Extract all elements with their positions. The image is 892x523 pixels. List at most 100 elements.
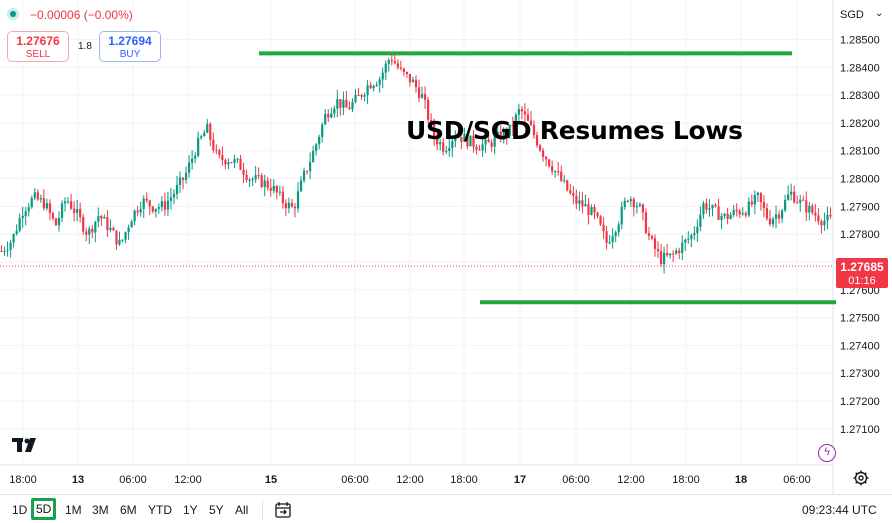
candle-body: [475, 146, 478, 150]
tradingview-logo-icon[interactable]: [12, 436, 42, 454]
price-chart[interactable]: 18:00 13 06:00 12:00 15 06:00 12:00 18:00 17 06:0…: [0, 0, 892, 494]
candle-body: [496, 131, 499, 137]
candle-body: [115, 230, 118, 245]
candle-body: [54, 218, 58, 226]
candle-body: [502, 130, 505, 140]
last-price: 1.27685: [840, 260, 884, 275]
calendar-goto-icon[interactable]: [273, 500, 293, 520]
candle-body: [230, 162, 233, 164]
candle-body: [511, 124, 514, 127]
buy-price: 1.27694: [108, 34, 152, 48]
candle-body: [48, 203, 52, 213]
candle-body: [466, 134, 469, 147]
candle-body: [336, 99, 339, 109]
sell-button[interactable]: 1.27676 SELL: [7, 31, 69, 62]
candle-body: [557, 171, 560, 173]
candle-body: [629, 199, 632, 202]
utc-clock[interactable]: 09:23:44 UTC: [802, 503, 877, 517]
candle-body: [9, 242, 12, 250]
candle-body: [187, 162, 191, 173]
candle-body: [275, 186, 278, 193]
buy-button[interactable]: 1.27694 BUY: [99, 31, 161, 62]
candle-body: [245, 174, 248, 180]
candle-body: [0, 250, 3, 252]
candle-body: [753, 195, 756, 205]
range-button-5d[interactable]: 5D: [31, 498, 57, 520]
range-button-all[interactable]: All: [235, 503, 249, 517]
candle-body: [169, 197, 173, 201]
x-tick-label: 06:00: [783, 474, 811, 486]
candle-body: [393, 61, 396, 64]
candle-body: [490, 142, 493, 147]
candle-body: [780, 210, 784, 219]
candle-body: [333, 108, 336, 114]
candle-body: [130, 221, 133, 228]
candle-body: [587, 204, 590, 215]
candle-body: [590, 206, 593, 215]
candle-body: [200, 136, 203, 138]
candle-body: [430, 119, 433, 123]
candle-body: [66, 201, 70, 203]
candles: [0, 52, 832, 274]
range-button-ytd[interactable]: YTD: [148, 503, 172, 517]
candle-body: [505, 130, 508, 136]
range-button-5y[interactable]: 5Y: [209, 503, 224, 517]
candle-body: [215, 150, 218, 152]
chevron-down-icon[interactable]: ⌄: [875, 8, 884, 19]
candle-body: [681, 242, 684, 253]
candle-body: [209, 123, 212, 140]
candle-body: [321, 124, 324, 137]
candle-body: [741, 213, 744, 215]
candle-body: [136, 210, 139, 213]
candle-body: [696, 226, 699, 234]
candle-body: [436, 138, 439, 145]
candle-body: [381, 72, 384, 80]
candle-body: [184, 172, 188, 180]
range-button-3m[interactable]: 3M: [92, 503, 109, 517]
candle-body: [517, 109, 520, 115]
candle-body: [103, 216, 106, 219]
candle-body: [678, 250, 681, 253]
candle-body: [566, 180, 569, 191]
candle-body: [641, 204, 645, 213]
candle-body: [605, 231, 608, 243]
candle-body: [408, 73, 412, 83]
candle-body: [163, 201, 166, 210]
candle-body: [759, 192, 763, 203]
candle-body: [484, 139, 487, 145]
range-button-1y[interactable]: 1Y: [183, 503, 198, 517]
gear-icon[interactable]: [852, 469, 870, 487]
candle-body: [145, 198, 148, 201]
candle-body: [829, 214, 832, 217]
candle-body: [638, 204, 641, 206]
candle-body: [302, 170, 306, 181]
candle-body: [387, 60, 390, 64]
x-tick-label: 18:00: [672, 474, 700, 486]
lightning-icon[interactable]: ϟ: [818, 444, 836, 462]
candle-body: [551, 166, 554, 172]
price-change: −0.00006 (−0.00%): [30, 8, 133, 22]
candle-body: [357, 94, 360, 96]
candle-body: [175, 184, 179, 195]
range-button-1d[interactable]: 1D: [12, 503, 28, 517]
candle-body: [239, 158, 242, 170]
range-button-6m[interactable]: 6M: [120, 503, 137, 517]
candle-body: [548, 159, 551, 167]
candle-body: [699, 214, 702, 227]
candle-body: [799, 199, 802, 203]
candle-body: [647, 233, 651, 237]
y-tick-label: 1.27500: [840, 313, 880, 325]
candle-body: [675, 250, 678, 254]
range-button-1m[interactable]: 1M: [65, 503, 82, 517]
candle-body: [762, 202, 766, 209]
candle-body: [24, 211, 27, 216]
level-lines: [0, 51, 836, 305]
grid: [0, 0, 833, 465]
candle-body: [390, 60, 393, 62]
currency-selector[interactable]: SGD: [840, 9, 864, 21]
candle-body: [708, 208, 711, 210]
candle-body: [121, 239, 124, 241]
candle-body: [463, 134, 466, 142]
candle-body: [73, 208, 76, 213]
candle-body: [411, 79, 415, 83]
